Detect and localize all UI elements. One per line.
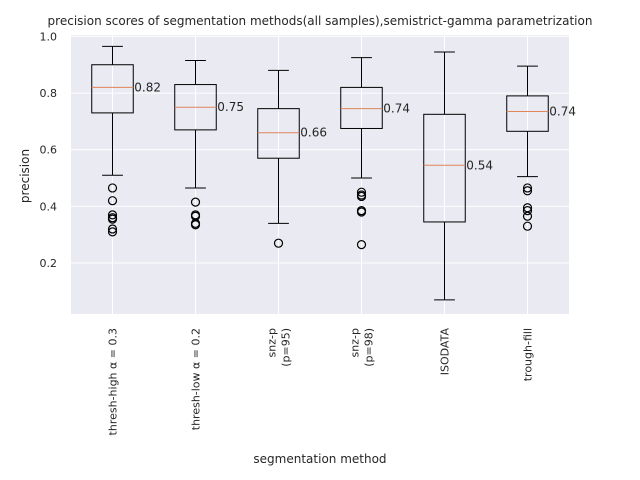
x-tick-label: snz-p xyxy=(266,328,279,357)
outlier-point xyxy=(522,183,533,193)
y-tick-label: 0.4 xyxy=(40,200,58,213)
outlier-point xyxy=(356,191,367,202)
outlier-point xyxy=(522,186,533,196)
x-tick-label: (p=95) xyxy=(280,328,293,367)
y-tick-label: 0.6 xyxy=(40,144,58,157)
x-axis-ticks: thresh-high α = 0.3 thresh-low α = 0.2 snz… xyxy=(107,328,535,436)
median-label: 0.75 xyxy=(217,100,244,114)
chart-title: precision scores of segmentation methods… xyxy=(48,14,593,28)
outlier-point xyxy=(107,224,118,234)
box-series: 0.82 0.75 0.66 0.74 0.54 0.74 xyxy=(91,45,576,301)
box-group: 0.75 xyxy=(174,59,244,230)
outlier-point xyxy=(190,197,201,207)
outlier-point xyxy=(107,210,118,220)
x-tick-label: thresh-high α = 0.3 xyxy=(107,328,120,435)
y-tick-label: 1.0 xyxy=(40,30,58,43)
median-label: 0.74 xyxy=(383,102,410,116)
box-group: 0.82 xyxy=(91,45,161,237)
plot-area-background xyxy=(71,35,569,314)
outlier-point xyxy=(273,238,284,248)
outlier-point xyxy=(190,220,201,230)
box-group: 0.74 xyxy=(506,65,576,231)
outlier-point xyxy=(356,207,367,217)
median-label: 0.74 xyxy=(549,104,576,118)
iqr-box xyxy=(257,108,300,159)
x-tick-label: trough-fill xyxy=(522,328,535,381)
iqr-box xyxy=(423,113,466,223)
outlier-point xyxy=(107,227,118,237)
outlier-point xyxy=(356,187,367,197)
outlier-point xyxy=(107,196,118,206)
box-group: 0.54 xyxy=(423,51,493,301)
median-label: 0.82 xyxy=(134,80,161,94)
x-axis-label: segmentation method xyxy=(253,452,386,466)
y-axis-label: precision xyxy=(18,149,32,203)
iqr-box xyxy=(506,95,549,132)
outlier-point xyxy=(522,211,533,221)
median-label: 0.54 xyxy=(466,158,493,172)
iqr-box xyxy=(340,86,383,129)
box-group: 0.74 xyxy=(340,57,410,250)
y-tick-label: 0.8 xyxy=(40,87,58,100)
outlier-point xyxy=(107,183,118,193)
outlier-point xyxy=(107,214,118,224)
x-tick-label: ISODATA xyxy=(439,328,452,376)
outlier-point xyxy=(522,221,533,231)
iqr-box xyxy=(91,64,134,114)
y-axis-ticks: 0.2 0.4 0.6 0.8 1.0 xyxy=(40,30,58,270)
y-tick-label: 0.2 xyxy=(40,257,58,270)
outlier-point xyxy=(522,206,533,216)
x-tick-label: (p=98) xyxy=(363,328,376,367)
median-label: 0.66 xyxy=(300,126,327,140)
box-group: 0.66 xyxy=(257,69,327,248)
x-tick-label: thresh-low α = 0.2 xyxy=(190,328,203,430)
x-tick-label: snz-p xyxy=(349,328,362,357)
outlier-point xyxy=(356,240,367,250)
